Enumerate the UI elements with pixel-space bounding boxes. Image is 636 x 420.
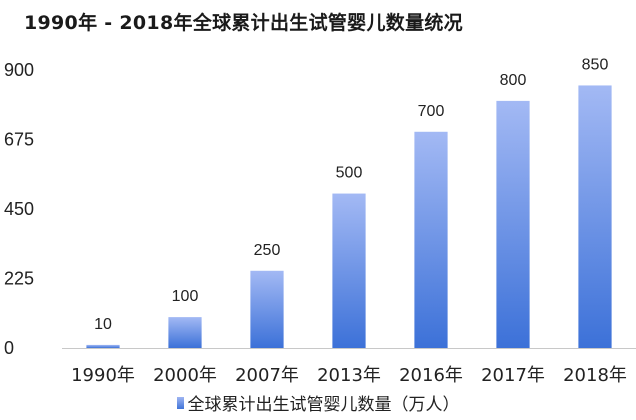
y-tick-label: 450	[4, 199, 34, 219]
x-axis-category-labels: 1990年 2000年 2007年 2013年 2016年 2017年 2018年	[71, 365, 627, 386]
x-category-label-2: 2007年	[235, 365, 299, 386]
data-label-6: 850	[582, 56, 609, 73]
y-tick-label: 675	[4, 130, 34, 150]
x-category-label-3: 2013年	[317, 365, 381, 386]
data-label-3: 500	[336, 165, 363, 182]
data-label-4: 700	[418, 103, 445, 120]
bar-1	[168, 317, 202, 348]
x-category-label-6: 2018年	[563, 365, 627, 386]
x-category-label-0: 1990年	[71, 365, 135, 386]
legend-swatch	[176, 396, 184, 409]
y-tick-label: 0	[4, 338, 14, 358]
bar-2	[250, 270, 284, 348]
bar-4	[414, 131, 448, 348]
bars-group	[86, 85, 612, 348]
bar-6	[578, 85, 612, 348]
data-label-5: 800	[500, 72, 527, 89]
legend: 全球累计出生试管婴儿数量（万人）	[0, 390, 636, 415]
x-category-label-1: 2000年	[153, 365, 217, 386]
x-category-label-4: 2016年	[399, 365, 463, 386]
data-label-0: 10	[94, 316, 112, 333]
data-label-1: 100	[172, 288, 199, 305]
data-labels-group: 10 100 250 500 700 800 850	[94, 56, 608, 332]
bar-0	[86, 344, 120, 348]
legend-label: 全球累计出生试管婴儿数量（万人）	[187, 395, 460, 415]
y-tick-label: 900	[4, 60, 34, 80]
bar-3	[332, 193, 366, 348]
data-label-2: 250	[254, 242, 281, 259]
x-category-label-5: 2017年	[481, 365, 545, 386]
y-tick-label: 225	[4, 269, 34, 289]
bar-5	[496, 100, 530, 348]
y-axis-tick-labels: 0 225 450 675 900	[4, 60, 34, 358]
chart-title: 1990年 - 2018年全球累计出生试管婴儿数量统况	[24, 12, 463, 34]
